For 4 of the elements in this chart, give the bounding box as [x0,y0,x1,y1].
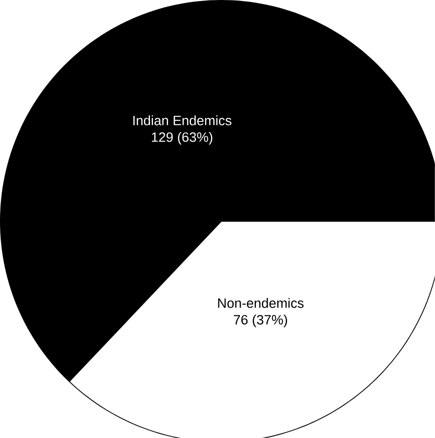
slice-label: Non-endemics [218,298,304,308]
data-label: 129 (63%) [152,132,212,145]
data-label: 76 (37%) [234,314,288,328]
slice-label: Indian Endemics [133,115,232,126]
